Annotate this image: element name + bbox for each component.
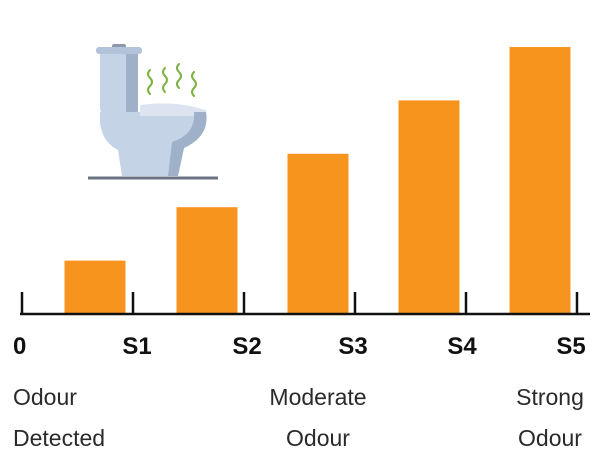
tick-label-s5: S5: [556, 333, 585, 360]
bar-s3: [287, 153, 349, 314]
odour-wave-icon: [191, 71, 197, 97]
odour-wave-icon: [162, 67, 168, 93]
annotation-strong-line2: Odour: [518, 425, 582, 451]
bar-s1: [64, 260, 126, 314]
bar-s4: [398, 100, 460, 314]
smelly-toilet-icon: [88, 44, 218, 180]
tick-label-0: 0: [13, 333, 26, 360]
tick-label-s1: S1: [122, 333, 151, 360]
annotation-low-line2: Detected: [13, 425, 105, 451]
annotation-low-line1: Odour: [13, 384, 77, 410]
odour-wave-icon: [147, 69, 153, 95]
bar-s5: [509, 47, 571, 315]
tick-label-s2: S2: [232, 333, 261, 360]
tick-label-s3: S3: [338, 333, 367, 360]
annotation-moderate-line2: Odour: [286, 425, 350, 451]
odour-wave-icon: [176, 63, 182, 89]
tick-label-s4: S4: [447, 333, 477, 360]
annotation-strong-line1: Strong: [516, 384, 584, 410]
bar-s2: [176, 207, 238, 314]
annotation-moderate-line1: Moderate: [269, 384, 366, 410]
